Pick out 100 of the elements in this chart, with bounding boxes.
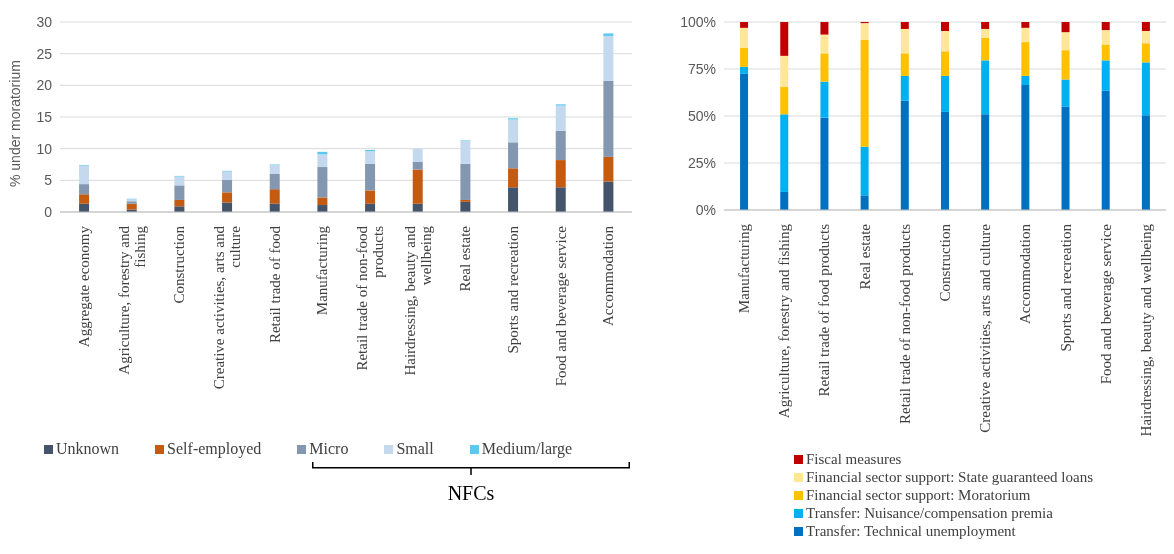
bar	[780, 55, 789, 88]
legend-label: Transfer: Nuisance/compensation premia	[805, 504, 1054, 522]
bar	[222, 192, 233, 203]
x-tick-label: Accommodation	[600, 225, 617, 326]
y-tick-label: 20	[36, 77, 53, 94]
bar	[174, 176, 185, 186]
legend-label: Unknown	[55, 440, 120, 458]
x-tick-label: Manufacturing	[314, 225, 331, 316]
bar	[555, 187, 566, 212]
bar	[900, 100, 909, 210]
bar	[317, 167, 328, 198]
bar	[1141, 62, 1150, 116]
bar	[603, 35, 614, 81]
bar	[222, 179, 233, 193]
bar	[1021, 22, 1030, 28]
x-tick-label: Food and beverage service	[1097, 223, 1114, 385]
bar	[174, 185, 185, 200]
bar	[740, 22, 749, 28]
bar	[740, 27, 749, 48]
bar	[317, 154, 328, 168]
x-tick-label: Real estate	[457, 225, 474, 292]
bar	[820, 117, 829, 210]
legend-label: Financial sector support: State guaranteed loans	[805, 468, 1093, 486]
bar	[269, 174, 280, 190]
bar	[820, 22, 829, 35]
bar	[860, 40, 869, 147]
bar	[79, 194, 90, 204]
bar	[740, 73, 749, 210]
bar	[1021, 75, 1030, 85]
bar	[1101, 30, 1110, 45]
bar	[603, 156, 614, 182]
y-tick-label: 25	[36, 45, 53, 62]
bar	[412, 148, 423, 162]
y-tick-label: 50%	[687, 107, 716, 124]
x-tick-label: Sports and recreation	[504, 225, 521, 354]
bar	[740, 66, 749, 74]
x-tick-label: Agriculture, forestry and fishing	[115, 225, 148, 375]
x-tick-label: Creative activities, arts and culture	[977, 223, 994, 433]
legend-label: Self-employed	[166, 440, 262, 458]
bar	[940, 31, 949, 52]
legend-label: Medium/large	[480, 440, 573, 458]
bar	[1061, 32, 1070, 51]
y-tick-label: 25%	[687, 154, 716, 171]
bar	[603, 80, 614, 157]
bar	[940, 22, 949, 32]
bar	[317, 197, 328, 206]
bar	[1021, 84, 1030, 210]
x-tick-label: Retail trade of non-food products	[896, 223, 913, 424]
bar	[981, 37, 990, 61]
bar	[79, 165, 90, 185]
y-tick-label: 0%	[695, 201, 716, 218]
bar	[820, 81, 829, 118]
x-tick-label: Sports and recreation	[1057, 223, 1074, 352]
bar	[603, 33, 614, 36]
legend-label: Financial sector support: Moratorium	[805, 486, 1032, 504]
bar	[1141, 43, 1150, 63]
bar	[508, 119, 519, 143]
bar	[1141, 115, 1150, 210]
bar	[1021, 27, 1030, 43]
bar	[940, 111, 949, 210]
y-tick-label: 10	[36, 140, 53, 157]
bar	[1101, 90, 1110, 210]
bar	[222, 171, 233, 180]
x-tick-label: Retail trade of food	[266, 225, 283, 344]
x-tick-label: Agriculture, forestry and fishing	[776, 223, 793, 419]
bar	[981, 60, 990, 115]
bar	[981, 28, 990, 38]
y-tick-label: 30	[36, 13, 53, 30]
bar	[820, 34, 829, 54]
bar	[1061, 106, 1070, 210]
x-tick-label: Retail trade of food products	[816, 223, 833, 397]
bar	[900, 75, 909, 101]
bar	[269, 165, 280, 174]
bar	[860, 23, 869, 41]
y-tick-label: 75%	[687, 60, 716, 77]
bar	[900, 28, 909, 54]
bar	[940, 75, 949, 112]
bar	[780, 87, 789, 115]
bar	[365, 163, 376, 191]
x-tick-label: Real estate	[856, 223, 873, 290]
bar	[269, 189, 280, 204]
bar	[460, 141, 471, 164]
y-axis-title: % under moratorium	[6, 60, 23, 187]
bar	[1061, 79, 1070, 107]
x-tick-label: Aggregate economy	[75, 225, 92, 348]
bar	[460, 163, 471, 200]
y-tick-label: 15	[36, 108, 53, 125]
bar	[1101, 44, 1110, 61]
bar	[860, 146, 869, 196]
bar	[174, 199, 185, 207]
x-tick-label: Retail trade of non-food products	[353, 225, 386, 371]
x-tick-label: Food and beverage service	[552, 225, 569, 387]
bar	[1101, 22, 1110, 31]
legend-label: Transfer: Technical unemployment	[805, 522, 1017, 540]
x-tick-label: Manufacturing	[736, 223, 753, 314]
bar	[365, 151, 376, 164]
bar	[860, 195, 869, 210]
y-tick-label: 5	[44, 172, 53, 189]
bar	[1061, 22, 1070, 33]
bar	[1101, 60, 1110, 91]
